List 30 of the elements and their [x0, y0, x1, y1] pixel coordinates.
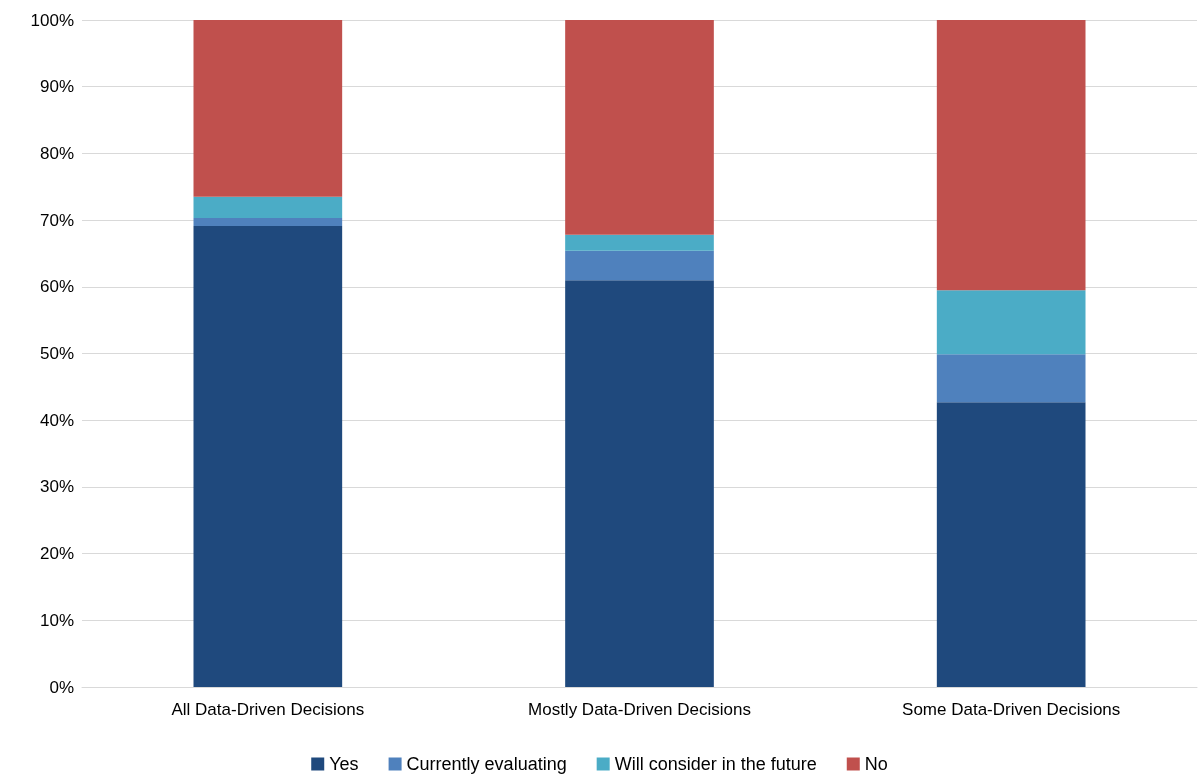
- bar: [565, 280, 714, 687]
- legend-label: Will consider in the future: [614, 754, 817, 774]
- y-tick-label: 80%: [39, 143, 74, 163]
- y-tick-label: 10%: [39, 610, 74, 630]
- legend-label: No: [864, 754, 888, 774]
- bar: [565, 234, 714, 251]
- y-tick-label: 20%: [39, 544, 74, 564]
- bar: [193, 20, 343, 197]
- x-tick-label: Mostly Data-Driven Decisions: [528, 700, 751, 719]
- y-tick-label: 0%: [49, 677, 74, 697]
- bar: [936, 402, 1086, 687]
- legend-label: Currently evaluating: [406, 754, 567, 774]
- x-tick-label: All Data-Driven Decisions: [171, 700, 365, 719]
- bar: [565, 250, 714, 281]
- bar: [193, 196, 343, 219]
- bar: [936, 20, 1086, 291]
- y-tick-label: 40%: [39, 410, 74, 430]
- y-tick-label: 60%: [39, 277, 74, 297]
- bar: [565, 20, 714, 235]
- bar: [193, 218, 343, 227]
- y-tick-label: 50%: [39, 344, 74, 363]
- bar: [936, 354, 1086, 403]
- x-tick-label: Some Data-Driven Decisions: [902, 700, 1121, 719]
- y-tick-label: 30%: [39, 477, 74, 497]
- bar: [193, 226, 343, 687]
- y-tick-label: 90%: [39, 77, 74, 97]
- y-tick-label: 70%: [39, 210, 74, 230]
- bar: [936, 290, 1086, 355]
- legend-label: Yes: [329, 754, 359, 774]
- y-tick-label: 100%: [30, 10, 74, 30]
